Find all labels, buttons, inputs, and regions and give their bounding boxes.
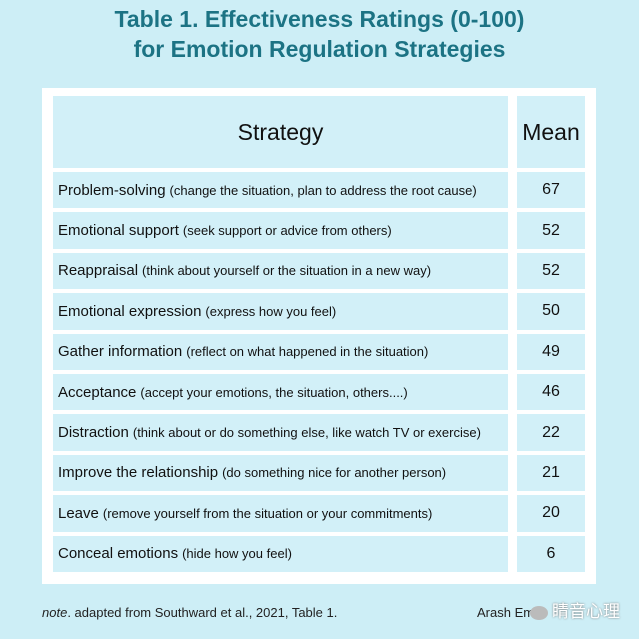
mean-cell: 6 — [517, 535, 585, 572]
strategy-name: Distraction — [58, 424, 129, 442]
strategy-description: (reflect on what happened in the situati… — [186, 344, 429, 360]
header-cell: Mean — [517, 96, 585, 168]
strategy-description: (do something nice for another person) — [222, 465, 447, 481]
strategy-cell: Leave (remove yourself from the situation… — [53, 495, 508, 532]
watermark-text: 睛音心理 — [552, 602, 620, 621]
note-text: . adapted from Southward et al., 2021, T… — [67, 605, 338, 620]
table: Strategy Mean Problem-solving (change the… — [42, 88, 596, 584]
strategy-description: (remove yourself from the situation or y… — [102, 505, 433, 521]
header-cell: Strategy — [53, 96, 508, 168]
strategy-name: Improve the relationship — [58, 464, 219, 482]
strategy-description: (think about or do something else, like … — [132, 425, 481, 441]
strategy-name: Gather information — [58, 343, 183, 361]
mean-cell: 22 — [517, 414, 585, 451]
strategy-name: Reappraisal — [58, 262, 139, 280]
strategy-name: Leave — [58, 504, 99, 522]
mean-cell: 21 — [517, 454, 585, 492]
strategy-description: (think about yourself or the situation i… — [142, 263, 432, 279]
strategy-description: (change the situation, plan to address t… — [169, 182, 477, 198]
author: Arash Em — [477, 605, 535, 620]
strategy-description: (hide how you feel) — [182, 546, 292, 562]
strategy-name: Acceptance — [58, 383, 137, 401]
strategy-name: Emotional support — [58, 222, 179, 240]
strategy-name: Emotional expression — [58, 302, 202, 320]
mean-cell: 20 — [517, 495, 585, 532]
strategy-cell: Emotional support (seek support or advice… — [53, 212, 508, 249]
note-label: note — [42, 605, 68, 620]
strategy-description: (express how you feel) — [205, 303, 337, 319]
strategy-description: (accept your emotions, the situation, ot… — [140, 384, 408, 400]
watermark-icon — [530, 605, 548, 620]
strategy-cell: Improve the relationship (do something ni… — [53, 454, 508, 492]
mean-cell: 52 — [517, 252, 585, 290]
mean-cell: 67 — [517, 172, 585, 209]
strategy-description: (seek support or advice from others) — [182, 223, 392, 239]
mean-cell: 46 — [517, 374, 585, 411]
strategy-cell: Distraction (think about or do something … — [53, 414, 508, 451]
strategy-cell: Problem-solving (change the situation, pl… — [53, 172, 508, 209]
strategy-name: Problem-solving — [58, 181, 166, 199]
strategy-cell: Reappraisal (think about yourself or the … — [53, 252, 508, 290]
strategy-cell: Acceptance (accept your emotions, the sit… — [53, 374, 508, 411]
watermark: 睛音心理 — [530, 597, 620, 622]
mean-cell: 52 — [517, 212, 585, 249]
mean-cell: 50 — [517, 293, 585, 330]
strategy-cell: Conceal emotions (hide how you feel) — [53, 535, 508, 572]
title-line: for Emotion Regulation Strategies — [133, 36, 506, 62]
title-line: Table 1. Effectiveness Ratings (0-100) — [114, 6, 525, 32]
strategy-cell: Emotional expression (express how you fee… — [53, 293, 508, 330]
mean-cell: 49 — [517, 333, 585, 370]
strategy-cell: Gather information (reflect on what happe… — [53, 333, 508, 370]
note: note. adapted from Southward et al., 202… — [42, 605, 337, 620]
strategy-name: Conceal emotions — [58, 545, 179, 563]
